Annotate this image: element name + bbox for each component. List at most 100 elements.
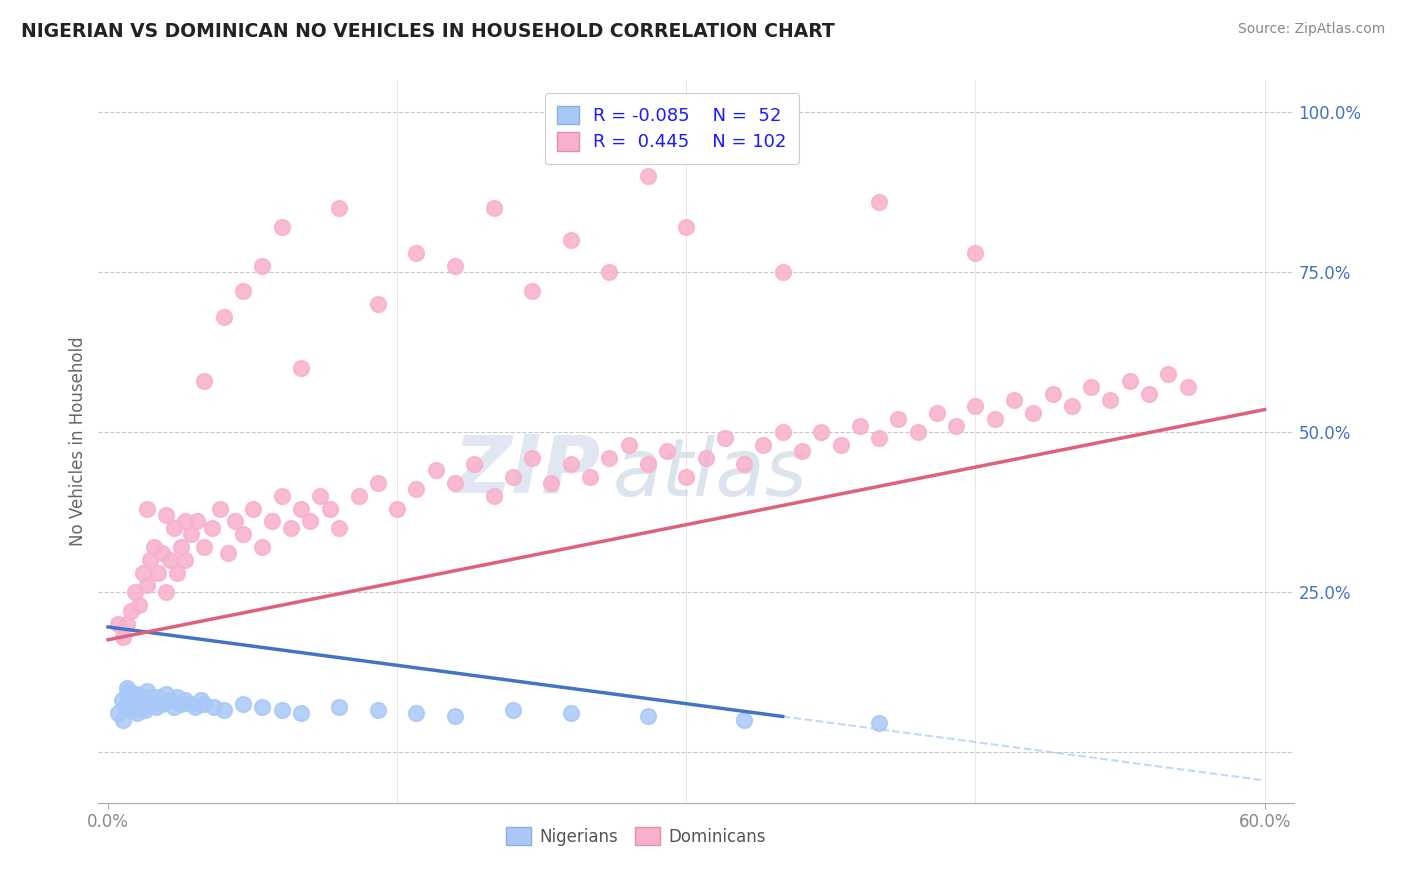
Point (752, 438, 775, 452)
Point (252, 259, 274, 273)
Point (201, 521, 224, 535)
Point (112, 630, 135, 644)
Point (212, 703, 235, 717)
Point (125, 687, 148, 701)
Point (260, 515, 283, 529)
Point (637, 169, 659, 184)
Point (984, 412, 1007, 426)
Point (159, 693, 181, 707)
Point (232, 697, 254, 711)
Point (733, 457, 755, 471)
Point (180, 697, 202, 711)
Point (1080, 380, 1102, 394)
Point (598, 450, 620, 465)
Point (117, 681, 139, 695)
Point (385, 501, 409, 516)
Point (319, 501, 342, 516)
Point (118, 684, 141, 698)
Point (208, 501, 231, 516)
Point (150, 546, 173, 560)
Point (128, 697, 150, 711)
Point (124, 699, 146, 714)
Point (252, 540, 274, 554)
Point (270, 703, 292, 717)
Point (145, 699, 167, 714)
Point (367, 703, 389, 717)
Point (299, 515, 322, 529)
Point (1099, 392, 1122, 407)
Point (138, 690, 160, 705)
Point (444, 709, 467, 723)
Point (405, 483, 427, 497)
Point (114, 699, 136, 714)
Point (128, 598, 150, 612)
Point (579, 469, 602, 483)
Point (675, 220, 697, 235)
Point (270, 489, 292, 503)
Point (772, 425, 794, 439)
Point (224, 515, 246, 529)
Point (129, 693, 152, 707)
Point (170, 697, 193, 711)
Point (482, 201, 505, 215)
Point (790, 444, 813, 458)
Point (132, 699, 155, 714)
Point (1177, 380, 1199, 394)
Point (193, 697, 215, 711)
Point (520, 450, 543, 465)
Point (907, 425, 929, 439)
Point (180, 527, 202, 541)
Point (193, 374, 215, 388)
Point (502, 469, 524, 483)
Point (1022, 406, 1045, 420)
Point (1118, 374, 1140, 388)
Text: atlas: atlas (613, 435, 807, 513)
Point (155, 508, 177, 522)
Point (162, 521, 184, 535)
Point (328, 201, 350, 215)
Point (166, 690, 188, 705)
Point (1002, 392, 1025, 407)
Point (155, 584, 177, 599)
Point (155, 687, 177, 701)
Point (124, 584, 146, 599)
Point (174, 553, 197, 567)
Point (887, 412, 910, 426)
Point (945, 418, 967, 433)
Point (128, 690, 150, 705)
Point (347, 489, 370, 503)
Legend: Nigerians, Dominicans: Nigerians, Dominicans (499, 821, 773, 852)
Point (122, 693, 145, 707)
Point (217, 546, 239, 560)
Point (120, 697, 142, 711)
Point (135, 578, 157, 592)
Point (159, 553, 181, 567)
Point (868, 194, 890, 209)
Point (1137, 386, 1160, 401)
Point (174, 693, 197, 707)
Point (141, 693, 163, 707)
Point (280, 521, 302, 535)
Point (132, 566, 155, 580)
Point (444, 476, 467, 491)
Point (637, 709, 659, 723)
Point (143, 540, 166, 554)
Point (1042, 386, 1064, 401)
Point (139, 697, 162, 711)
Point (252, 699, 274, 714)
Point (463, 457, 485, 471)
Text: Source: ZipAtlas.com: Source: ZipAtlas.com (1237, 22, 1385, 37)
Point (135, 501, 157, 516)
Point (810, 425, 832, 439)
Point (117, 687, 139, 701)
Point (655, 444, 678, 458)
Point (170, 540, 193, 554)
Point (695, 450, 717, 465)
Point (560, 706, 582, 721)
Point (110, 693, 132, 707)
Point (148, 566, 170, 580)
Point (135, 684, 157, 698)
Point (714, 431, 737, 445)
Point (637, 457, 659, 471)
Point (520, 285, 543, 299)
